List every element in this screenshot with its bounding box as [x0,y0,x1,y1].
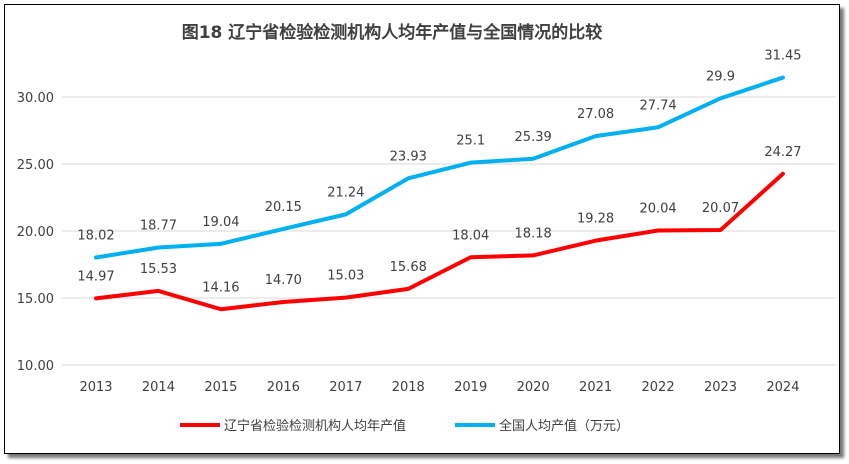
x-tick-label: 2017 [329,380,362,395]
chart-title: 图18 辽宁省检验检测机构人均年产值与全国情况的比较 [182,22,603,43]
x-tick-label: 2014 [142,380,175,395]
data-label: 19.28 [577,212,614,227]
x-tick-label: 2024 [766,380,799,395]
x-tick-label: 2021 [579,380,612,395]
data-label: 15.68 [390,260,427,275]
data-label: 21.24 [327,185,364,200]
data-label: 15.53 [140,262,177,277]
data-label: 14.97 [77,269,114,284]
x-tick-label: 2020 [517,380,550,395]
x-tick-label: 2019 [454,380,487,395]
y-tick-label: 15.00 [17,292,54,307]
data-label: 14.70 [265,273,302,288]
data-label: 25.1 [456,134,485,149]
series-line-1 [94,75,785,260]
data-label: 18.18 [515,226,552,241]
legend-label-0: 辽宁省检验检测机构人均年产值 [224,418,406,434]
x-tick-label: 2013 [79,380,112,395]
data-label: 24.27 [764,145,801,160]
legend-label-1: 全国人均产值（万元） [499,418,629,434]
data-label: 23.93 [390,149,427,164]
data-label: 18.02 [77,229,114,244]
data-label: 18.04 [452,228,489,243]
x-tick-label: 2015 [204,380,237,395]
y-tick-label: 30.00 [17,91,54,106]
series-line-0 [94,171,785,312]
data-label: 27.74 [639,98,676,113]
y-tick-label: 25.00 [17,158,54,173]
x-tick-label: 2016 [267,380,300,395]
data-label: 27.08 [577,107,614,122]
data-label: 20.04 [639,201,676,216]
y-tick-label: 20.00 [17,225,54,240]
x-tick-label: 2023 [704,380,737,395]
y-tick-label: 10.00 [17,359,54,374]
x-tick-label: 2018 [392,380,425,395]
data-label: 15.03 [327,269,364,284]
x-tick-label: 2022 [642,380,675,395]
data-label: 20.07 [702,201,739,216]
data-label: 20.15 [265,200,302,215]
data-label: 19.04 [202,215,239,230]
data-label: 25.39 [515,130,552,145]
data-label: 14.16 [202,280,239,295]
data-label: 29.9 [706,69,735,84]
data-label: 31.45 [764,49,801,64]
data-label: 18.77 [140,218,177,233]
